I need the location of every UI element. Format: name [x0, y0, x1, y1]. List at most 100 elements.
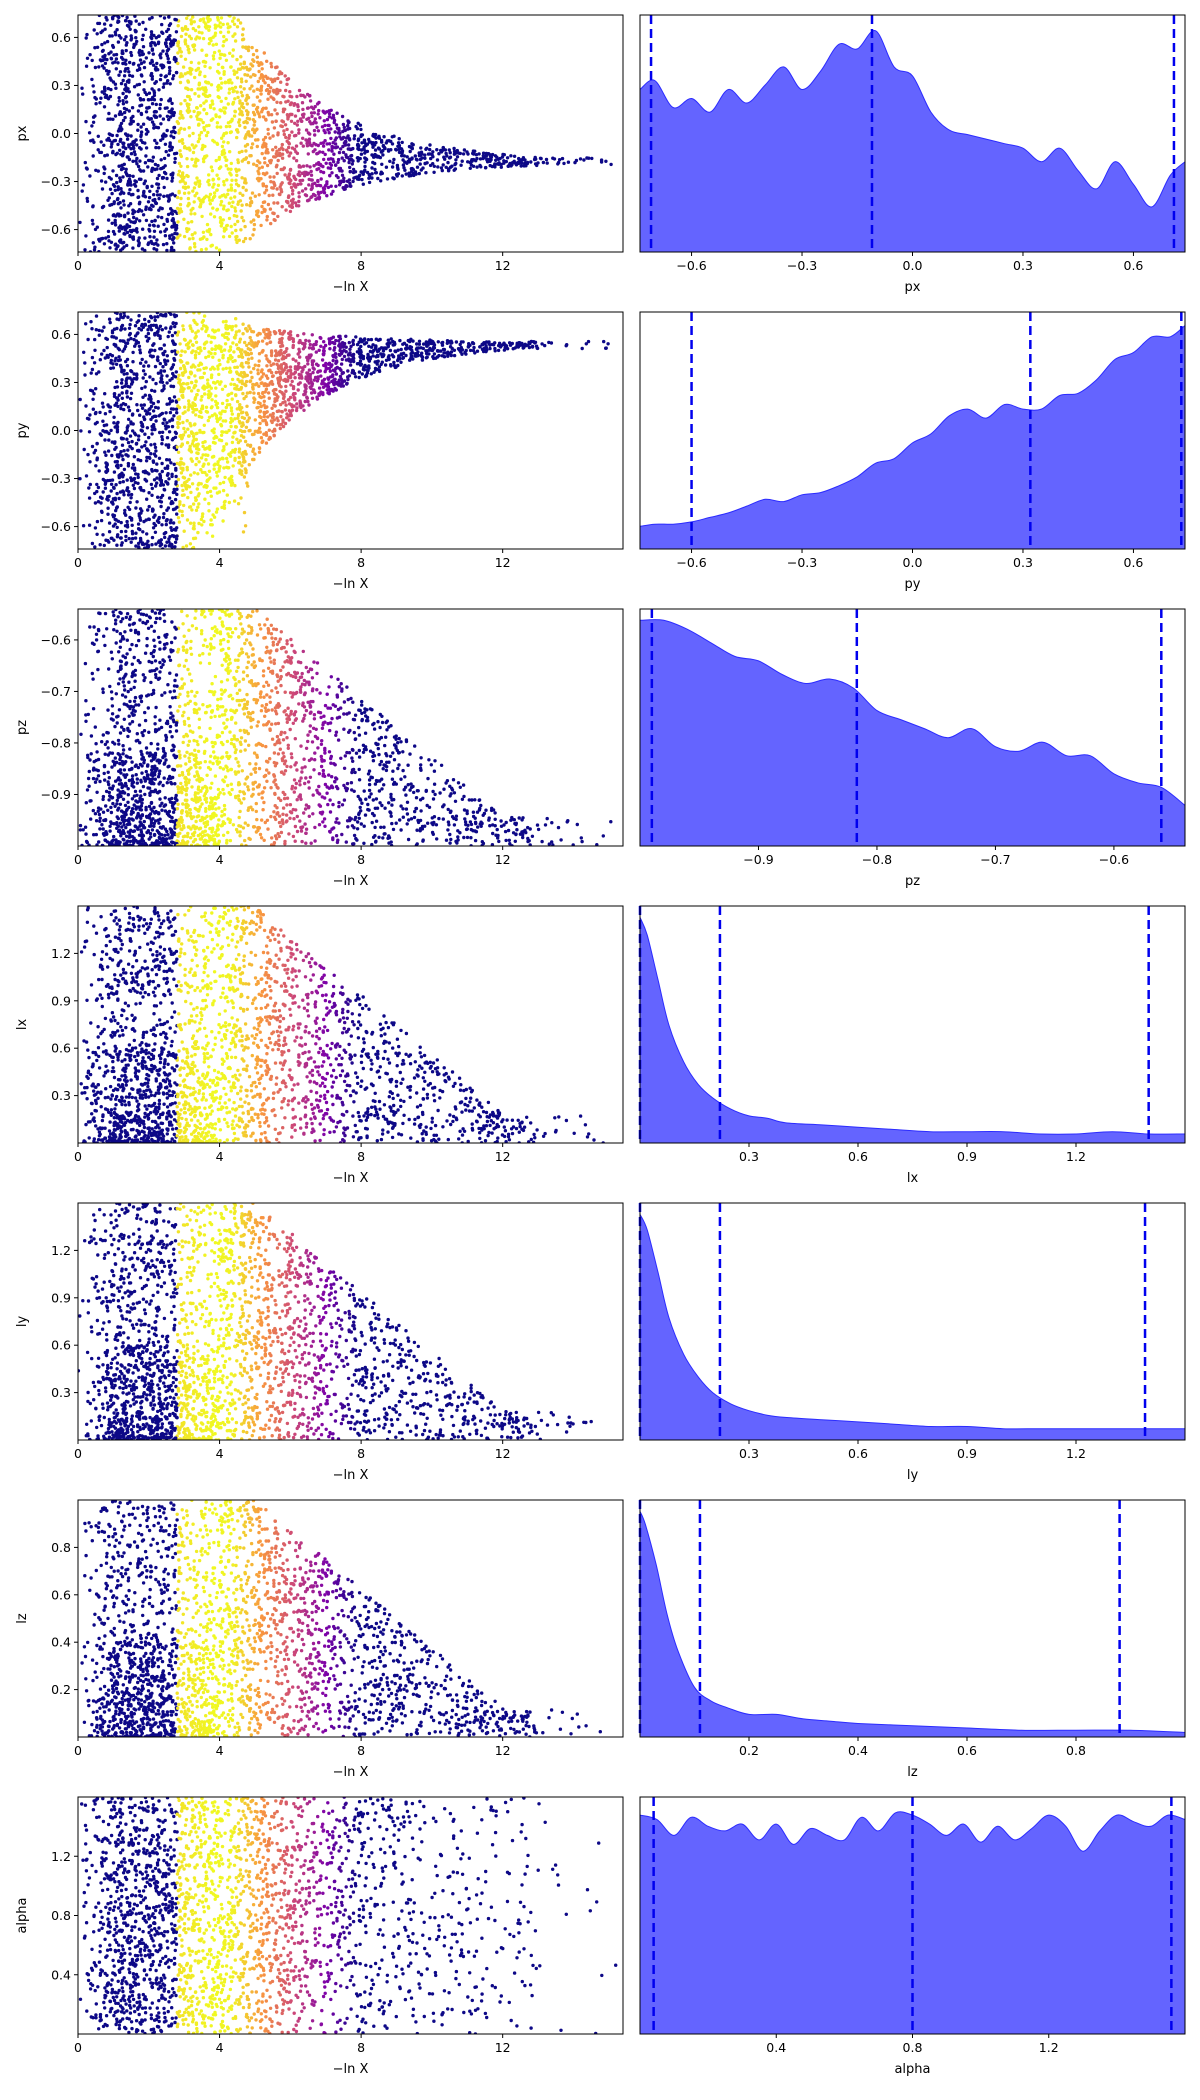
sample-point — [281, 110, 286, 114]
sample-point — [400, 174, 404, 178]
sample-point — [417, 153, 422, 158]
sample-point — [159, 73, 163, 78]
sample-point — [197, 137, 202, 141]
sample-point — [112, 486, 116, 490]
sample-point — [160, 523, 164, 527]
sample-point — [296, 182, 300, 187]
sample-point — [305, 371, 309, 375]
sample-point — [101, 477, 106, 482]
sample-point — [116, 196, 120, 201]
sample-point — [390, 135, 394, 139]
sample-point — [113, 188, 118, 192]
sample-point — [312, 388, 316, 393]
sample-point — [90, 58, 94, 63]
sample-point — [170, 474, 174, 479]
sample-point — [244, 156, 249, 160]
sample-point — [302, 112, 306, 116]
sample-point — [236, 346, 241, 351]
sample-point — [219, 76, 223, 81]
sample-point — [224, 195, 228, 199]
sample-point — [258, 332, 262, 336]
sample-point — [222, 151, 227, 155]
sample-point — [124, 35, 128, 39]
sample-point — [293, 391, 297, 396]
sample-point — [178, 153, 183, 157]
sample-point — [102, 242, 107, 246]
sample-point — [409, 345, 414, 349]
sample-point — [78, 220, 82, 225]
sample-point — [105, 345, 109, 350]
sample-point — [308, 120, 312, 124]
sample-point — [170, 179, 174, 183]
sample-point — [174, 70, 179, 75]
sample-point — [245, 404, 249, 408]
sample-point — [115, 380, 119, 384]
sample-point — [446, 160, 450, 165]
sample-point — [349, 153, 354, 158]
sample-point — [265, 76, 269, 81]
sample-point — [488, 346, 492, 351]
sample-point — [94, 168, 98, 172]
sample-point — [229, 409, 234, 413]
sample-point — [118, 178, 123, 182]
sample-point — [220, 387, 225, 391]
sample-point — [323, 123, 327, 128]
sample-point — [139, 130, 144, 134]
sample-point — [405, 161, 409, 165]
sample-point — [153, 348, 157, 353]
sample-point — [348, 181, 352, 186]
sample-point — [226, 208, 230, 212]
sample-point — [244, 470, 248, 475]
sample-point — [131, 360, 135, 364]
sample-point — [84, 36, 88, 40]
sample-point — [334, 372, 339, 376]
sample-point — [111, 151, 115, 155]
sample-point — [94, 328, 99, 332]
sample-point — [245, 419, 249, 424]
sample-point — [266, 202, 271, 207]
sample-point — [495, 162, 499, 166]
sample-point — [166, 153, 171, 157]
sample-point — [560, 156, 565, 161]
sample-point — [233, 222, 237, 227]
sample-point — [91, 222, 95, 226]
sample-point — [383, 363, 388, 367]
sample-point — [207, 350, 211, 354]
sample-point — [107, 317, 112, 321]
sample-point — [279, 80, 283, 84]
sample-point — [172, 534, 176, 538]
sample-point — [307, 346, 312, 350]
sample-point — [378, 155, 383, 160]
sample-point — [123, 83, 128, 87]
sample-point — [323, 111, 327, 115]
sample-point — [320, 358, 325, 362]
sample-point — [150, 543, 154, 547]
sample-point — [141, 122, 146, 126]
sample-point — [128, 188, 132, 192]
sample-point — [184, 32, 188, 36]
sample-point — [116, 346, 120, 350]
sample-point — [112, 513, 117, 518]
sample-point — [147, 397, 151, 401]
sample-point — [155, 519, 160, 523]
sample-point — [143, 322, 147, 326]
sample-point — [124, 453, 128, 457]
sample-point — [104, 429, 108, 434]
sample-point — [264, 433, 269, 437]
sample-point — [230, 412, 234, 416]
sample-point — [122, 449, 126, 453]
sample-point — [426, 343, 430, 347]
sample-point — [168, 82, 172, 86]
sample-point — [196, 66, 201, 71]
sample-point — [107, 530, 112, 534]
sample-point — [434, 356, 438, 360]
sample-point — [190, 431, 194, 435]
sample-point — [236, 219, 240, 224]
sample-point — [93, 337, 97, 342]
sample-point — [381, 349, 386, 353]
sample-point — [149, 316, 154, 320]
sample-point — [124, 62, 128, 66]
sample-point — [166, 47, 171, 51]
sample-point — [465, 150, 469, 154]
sample-point — [160, 328, 164, 332]
